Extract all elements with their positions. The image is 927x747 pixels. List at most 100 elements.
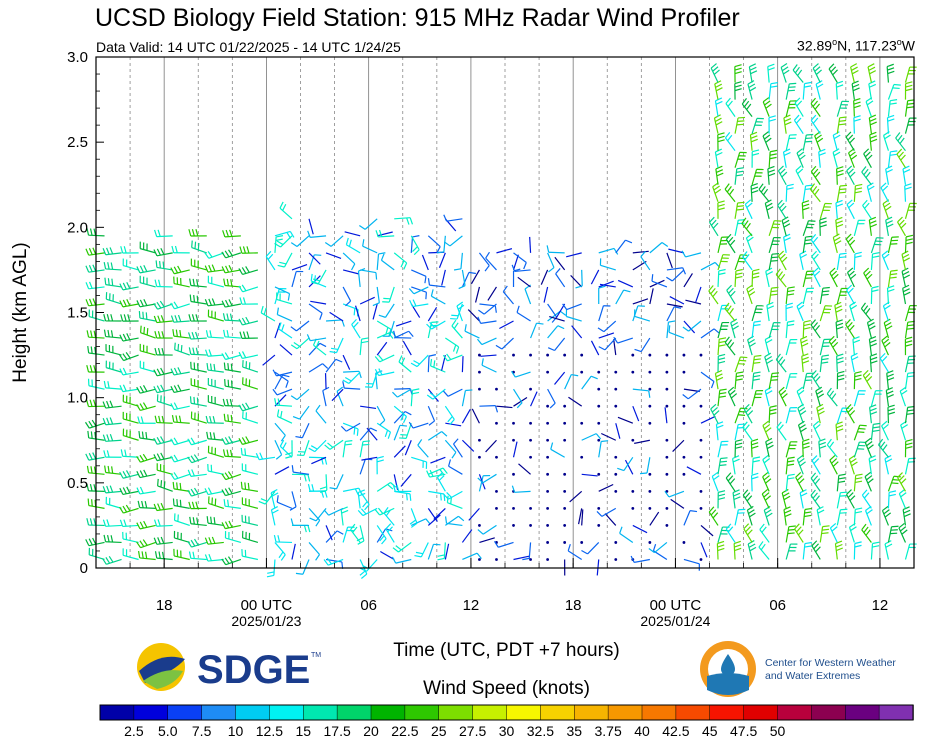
barb-flag <box>734 81 742 85</box>
barb-staff <box>357 492 361 509</box>
barb-staff <box>714 151 719 168</box>
wind-barb <box>154 551 173 561</box>
calm-dot <box>682 421 686 425</box>
barb-staff <box>174 439 190 446</box>
barb-flag <box>887 118 895 122</box>
barb-flag <box>872 255 880 259</box>
barb-flag <box>766 271 773 276</box>
barb-flag <box>741 217 747 224</box>
barb-flag <box>106 450 110 458</box>
barb-flag <box>883 253 890 259</box>
barb-flag <box>230 414 233 422</box>
wind-barb <box>392 484 412 493</box>
barb-flag <box>652 543 657 551</box>
barb-flag <box>240 447 243 455</box>
barb-staff <box>904 356 910 373</box>
barb-staff <box>543 286 549 303</box>
wind-barb <box>191 240 207 254</box>
barb-staff <box>140 248 156 254</box>
barb-flag <box>136 471 141 478</box>
wind-barb <box>724 183 736 203</box>
barb-staff <box>299 405 310 420</box>
wind-barb <box>861 489 872 509</box>
barb-flag <box>811 250 817 257</box>
barb-staff <box>376 253 380 270</box>
barb-staff <box>411 269 427 277</box>
barb-staff <box>724 342 736 356</box>
barb-flag <box>89 484 93 492</box>
barb-staff <box>174 473 190 480</box>
wind-barb <box>238 351 259 360</box>
barb-flag <box>784 513 792 518</box>
barb-flag <box>224 488 230 495</box>
barb-staff <box>377 231 393 237</box>
barb-flag <box>344 376 352 382</box>
wind-barb <box>717 321 730 339</box>
wind-barb <box>901 250 911 271</box>
barb-staff <box>632 405 640 422</box>
barb-flag <box>812 236 819 244</box>
wind-barb <box>795 165 804 186</box>
barb-flag <box>86 365 90 373</box>
barb-staff <box>717 254 724 271</box>
wind-barb <box>742 251 753 271</box>
barb-staff <box>430 456 446 464</box>
barb-flag <box>109 417 114 425</box>
barb-staff <box>547 303 558 318</box>
barb-flag <box>290 242 298 247</box>
barb-staff <box>783 509 787 526</box>
barb-flag <box>224 521 230 529</box>
colorbar-swatch <box>574 704 609 721</box>
barb-flag <box>887 70 895 75</box>
barb-flag <box>742 489 749 496</box>
calm-dot <box>682 353 686 357</box>
calm-dot <box>648 387 652 391</box>
calm-dot <box>614 558 618 561</box>
barb-flag <box>766 301 774 306</box>
calm-dot <box>648 421 652 425</box>
barb-flag <box>179 329 182 338</box>
wind-barb <box>543 286 549 303</box>
barb-flag <box>401 357 406 365</box>
barb-flag <box>819 224 827 228</box>
wind-barb <box>331 388 344 402</box>
barb-staff <box>599 283 616 288</box>
wind-barb <box>617 279 634 288</box>
calm-dot <box>529 353 532 357</box>
wind-barb <box>223 278 241 288</box>
barb-flag <box>290 395 298 401</box>
barb-staff <box>105 284 122 288</box>
barb-flag <box>557 325 565 330</box>
barb-staff <box>884 543 890 560</box>
barb-flag <box>796 100 803 107</box>
barb-staff <box>328 507 344 516</box>
barb-flag <box>897 216 903 223</box>
barb-flag <box>412 388 420 391</box>
wind-barb <box>887 99 898 117</box>
barb-staff <box>598 280 614 288</box>
barb-staff <box>763 510 770 526</box>
barb-staff <box>512 441 518 458</box>
barb-staff <box>700 524 714 537</box>
barb-staff <box>762 425 770 441</box>
barb-staff <box>603 320 617 333</box>
barb-flag <box>725 523 732 530</box>
barb-flag <box>345 440 353 443</box>
barb-staff <box>139 303 156 308</box>
barb-flag <box>855 507 863 511</box>
barb-staff <box>835 219 838 236</box>
wind-barb <box>904 305 917 322</box>
wind-barb <box>708 285 719 305</box>
barb-flag <box>156 368 162 376</box>
barb-flag <box>122 487 127 495</box>
barb-staff <box>666 322 670 339</box>
wind-barb <box>816 403 825 424</box>
barb-flag <box>822 528 830 531</box>
barb-flag <box>810 165 817 172</box>
barb-flag <box>886 168 893 174</box>
barb-flag <box>794 523 800 530</box>
barb-staff <box>715 424 719 441</box>
barb-staff <box>881 425 889 441</box>
wind-barb <box>393 405 408 424</box>
barb-flag <box>902 253 910 259</box>
